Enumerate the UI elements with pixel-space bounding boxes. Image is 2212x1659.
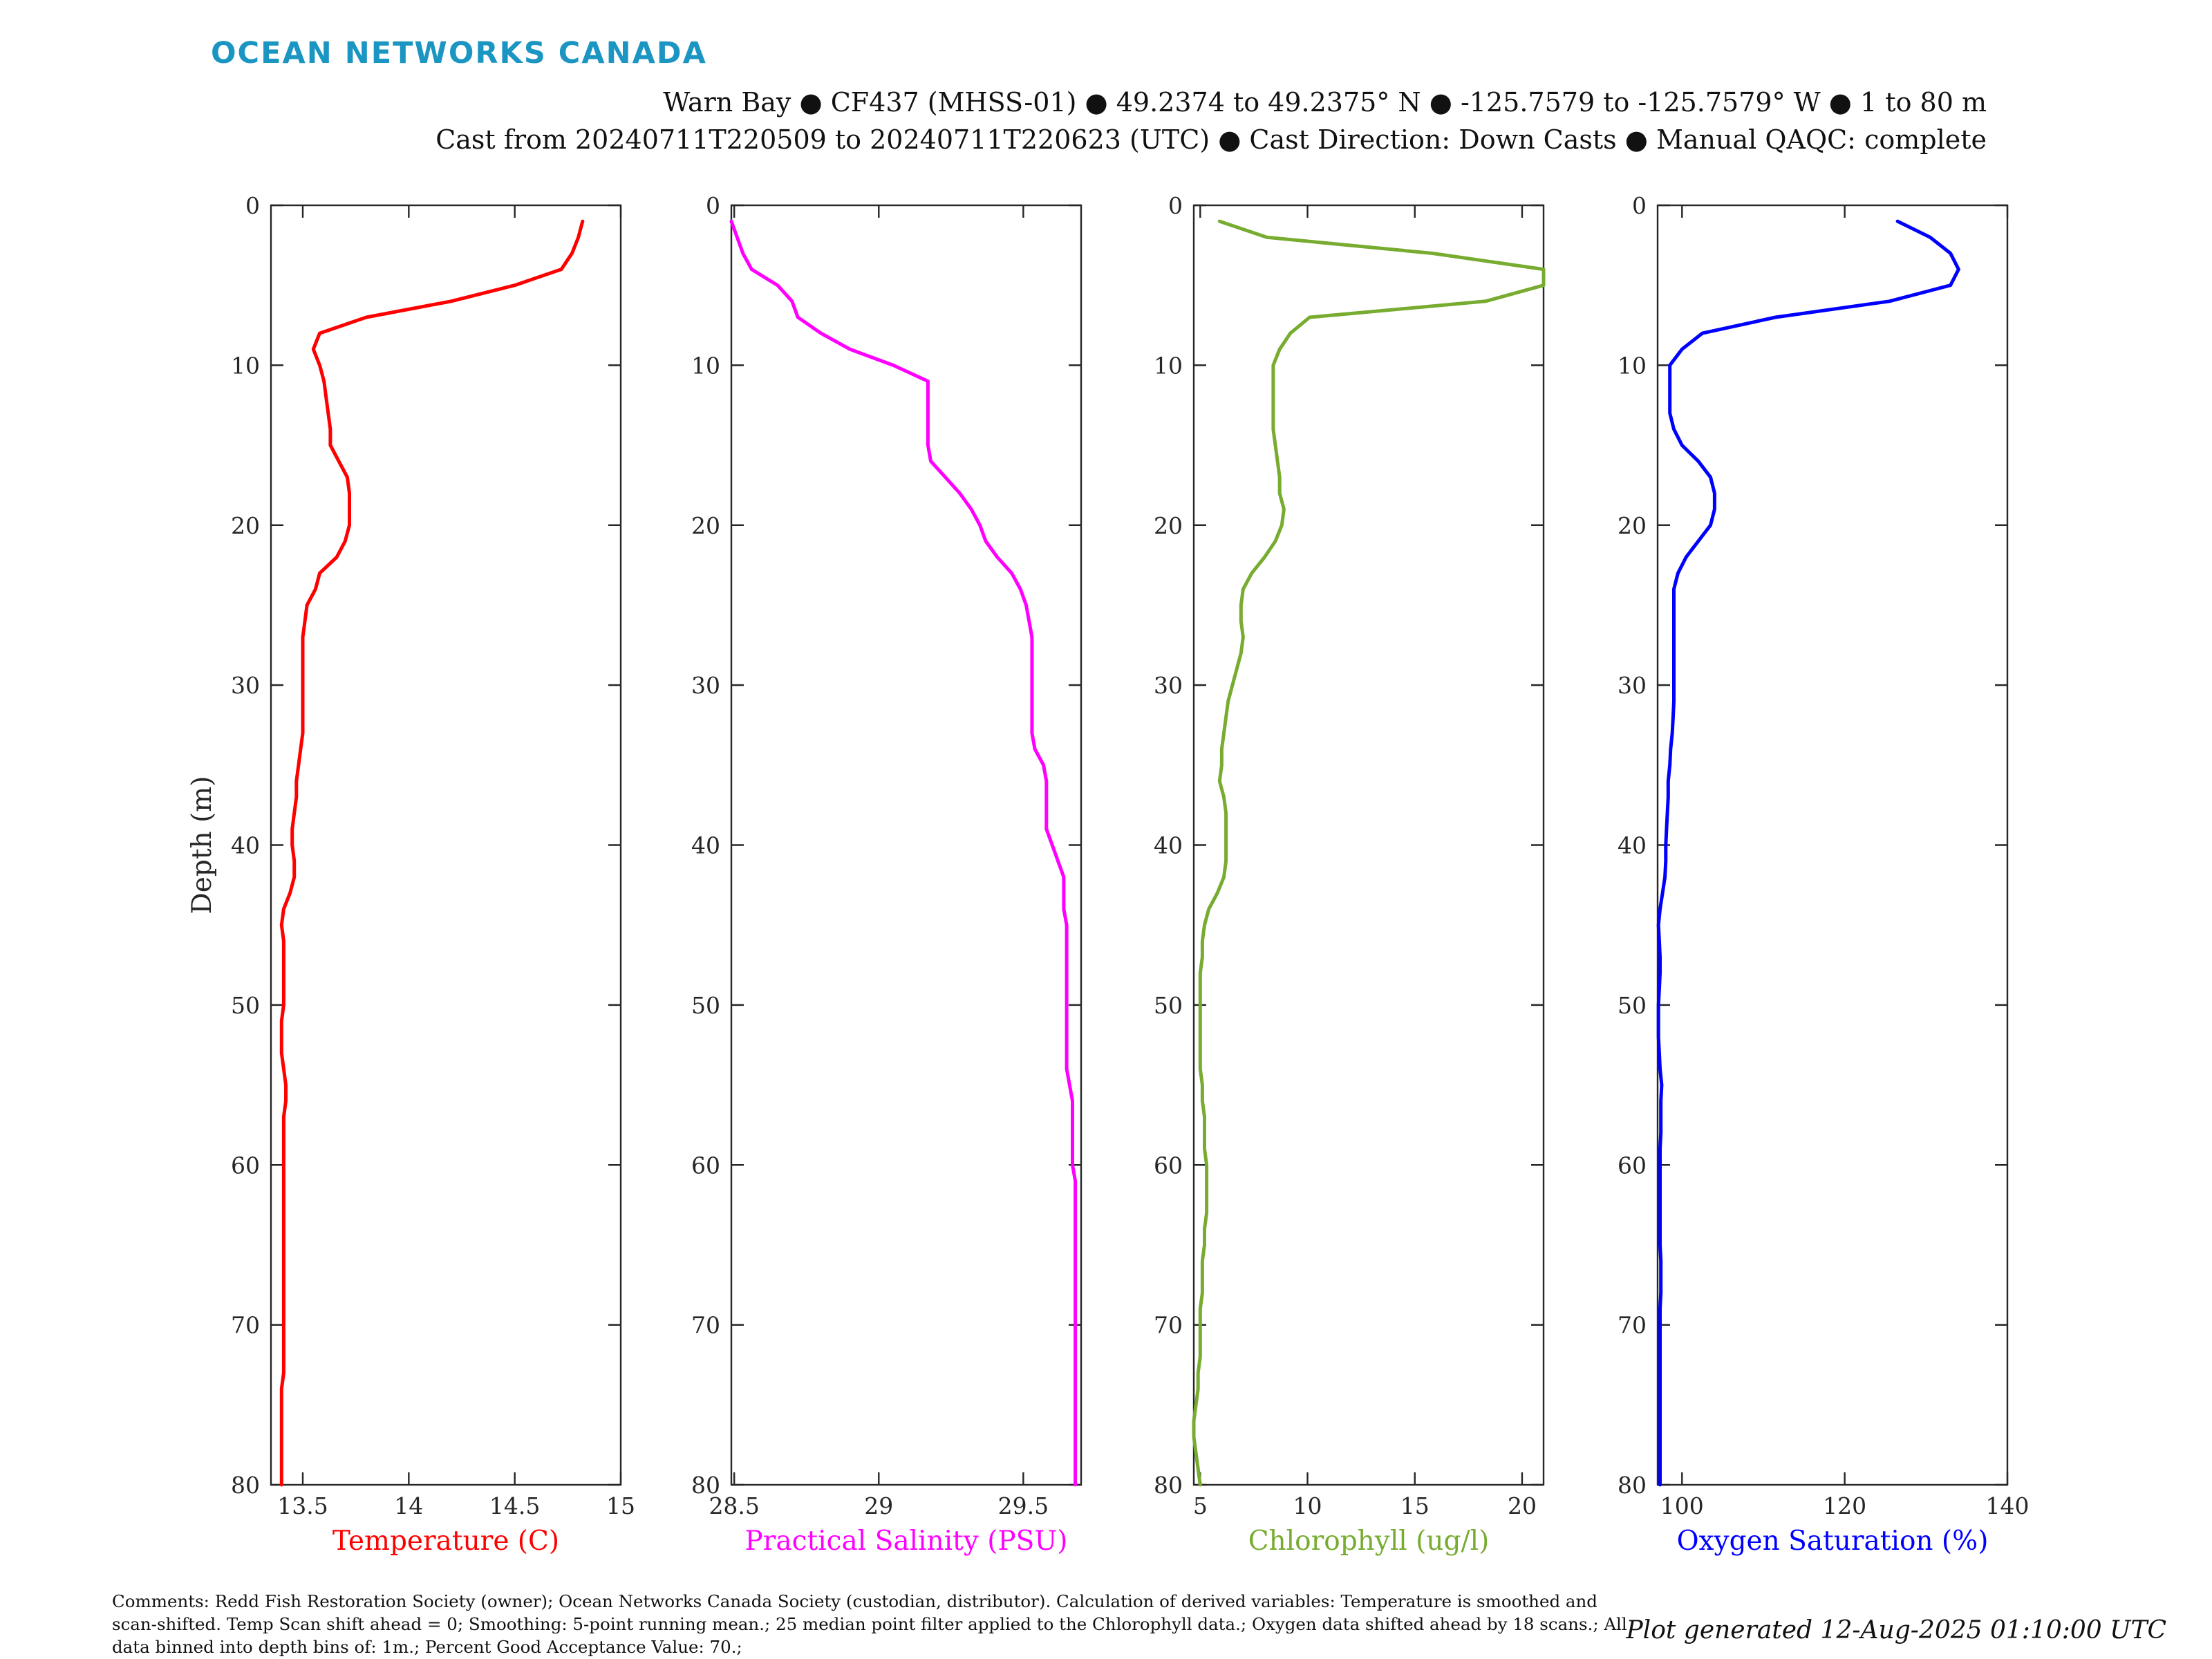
- x-tick-label-0: 14: [394, 1492, 423, 1519]
- x-axis-label-2: Chlorophyll (ug/l): [1248, 1526, 1490, 1557]
- title-cast-info: Cast from 20240711T220509 to 20240711T22…: [435, 124, 1987, 155]
- y-tick-label-2: 0: [1168, 192, 1183, 219]
- y-tick-label-2: 10: [1154, 352, 1183, 379]
- x-tick-label-1: 29: [864, 1492, 893, 1519]
- x-tick-label-3: 140: [1986, 1492, 2030, 1519]
- y-tick-label-3: 40: [1618, 832, 1647, 859]
- y-tick-label-0: 0: [245, 192, 260, 219]
- x-tick-label-0: 15: [606, 1492, 635, 1519]
- y-tick-label-1: 30: [691, 672, 720, 699]
- series-line-1: [729, 219, 1078, 1487]
- x-tick-label-2: 10: [1293, 1492, 1322, 1519]
- x-tick-label-0: 13.5: [277, 1492, 328, 1519]
- x-tick-label-2: 5: [1193, 1492, 1208, 1519]
- y-tick-label-0: 10: [231, 352, 260, 379]
- x-axis-label-3: Oxygen Saturation (%): [1677, 1526, 1989, 1557]
- x-tick-label-0: 14.5: [489, 1492, 540, 1519]
- y-tick-label-1: 40: [691, 832, 720, 859]
- plot-frame-1: [730, 204, 1082, 1486]
- y-tick-label-3: 60: [1618, 1152, 1647, 1179]
- y-tick-label-0: 20: [231, 512, 260, 539]
- y-tick-label-2: 60: [1154, 1152, 1183, 1179]
- y-tick-label-0: 70: [231, 1312, 260, 1339]
- y-tick-label-0: 30: [231, 672, 260, 699]
- x-tick-label-1: 29.5: [998, 1492, 1049, 1519]
- y-tick-label-1: 20: [691, 512, 720, 539]
- y-tick-label-2: 50: [1154, 992, 1183, 1019]
- x-tick-label-1: 28.5: [709, 1492, 759, 1519]
- plot-frame-3: [1656, 204, 2009, 1486]
- y-tick-label-2: 20: [1154, 512, 1183, 539]
- y-tick-label-2: 40: [1154, 832, 1183, 859]
- x-tick-label-3: 120: [1823, 1492, 1866, 1519]
- y-tick-label-3: 80: [1618, 1472, 1647, 1499]
- y-tick-label-0: 80: [231, 1472, 260, 1499]
- y-tick-label-1: 0: [706, 192, 720, 219]
- series-line-2: [1192, 219, 1546, 1487]
- y-tick-label-1: 70: [691, 1312, 720, 1339]
- x-tick-label-2: 15: [1400, 1492, 1430, 1519]
- y-tick-label-3: 10: [1618, 352, 1647, 379]
- series-line-3: [1656, 219, 1960, 1487]
- title-location: Warn Bay ● CF437 (MHSS-01) ● 49.2374 to …: [663, 87, 1987, 118]
- y-tick-label-2: 80: [1154, 1472, 1183, 1499]
- y-tick-label-1: 50: [691, 992, 720, 1019]
- x-tick-label-3: 100: [1660, 1492, 1704, 1519]
- brand-logo-text: OCEAN NETWORKS CANADA: [211, 36, 707, 71]
- generated-timestamp: Plot generated 12-Aug-2025 01:10:00 UTC: [1626, 1616, 2166, 1644]
- plot-frame-0: [270, 204, 622, 1486]
- plot-frame-2: [1192, 204, 1545, 1486]
- y-tick-label-2: 30: [1154, 672, 1183, 699]
- y-tick-label-1: 80: [691, 1472, 720, 1499]
- y-tick-label-0: 50: [231, 992, 260, 1019]
- y-axis-label: Depth (m): [187, 776, 218, 915]
- y-tick-label-3: 50: [1618, 992, 1647, 1019]
- comments-text: Comments: Redd Fish Restoration Society …: [112, 1591, 1627, 1657]
- y-tick-label-3: 20: [1618, 512, 1647, 539]
- y-tick-label-3: 30: [1618, 672, 1647, 699]
- y-tick-label-0: 40: [231, 832, 260, 859]
- y-tick-label-3: 70: [1618, 1312, 1647, 1339]
- y-tick-label-1: 10: [691, 352, 720, 379]
- y-tick-label-1: 60: [691, 1152, 720, 1179]
- x-axis-label-1: Practical Salinity (PSU): [745, 1526, 1068, 1557]
- x-tick-label-2: 20: [1508, 1492, 1537, 1519]
- x-axis-label-0: Temperature (C): [332, 1526, 559, 1557]
- y-tick-label-3: 0: [1632, 192, 1647, 219]
- y-tick-label-2: 70: [1154, 1312, 1183, 1339]
- y-tick-label-0: 60: [231, 1152, 260, 1179]
- series-line-0: [279, 219, 585, 1487]
